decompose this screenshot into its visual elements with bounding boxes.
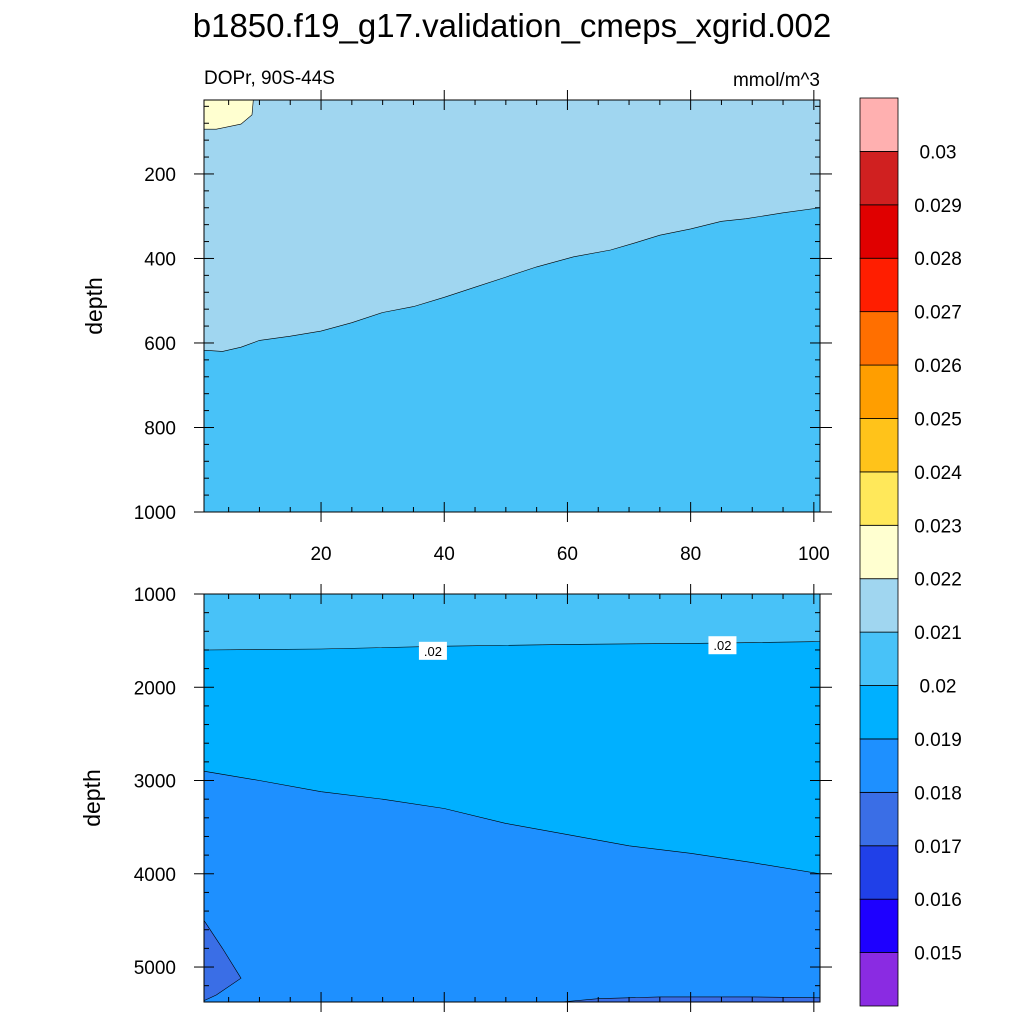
colorbar-label: 0.018 bbox=[914, 783, 962, 804]
contour-label-text: .02 bbox=[713, 638, 731, 653]
lower-ticks: 1000 2000 3000 4000 5000 bbox=[134, 584, 832, 1012]
upper-panel: DOPr, 90S-44S mmol/m^3 depth 20 40 60 80 100… bbox=[81, 68, 832, 565]
lower-y-axis-label: depth bbox=[79, 769, 105, 827]
colorbar-swatch bbox=[859, 204, 899, 259]
colorbar-label: 0.025 bbox=[914, 409, 962, 430]
contour-label-box bbox=[708, 636, 737, 655]
colorbar-swatch bbox=[859, 578, 899, 633]
upper-ytick-label: 200 bbox=[144, 165, 176, 186]
colorbar-label: 0.03 bbox=[920, 142, 957, 163]
colorbar-swatch bbox=[859, 151, 899, 206]
lower-panel: depth 1000 2000 3000 4000 5000 .02 .02 bbox=[79, 584, 832, 1012]
colorbar-swatch bbox=[859, 738, 899, 793]
colorbar-label: 0.022 bbox=[914, 570, 962, 591]
upper-region-1 bbox=[203, 99, 821, 352]
upper-xtick-label: 20 bbox=[310, 544, 331, 565]
upper-plot-frame bbox=[203, 99, 821, 513]
lower-regions bbox=[203, 593, 821, 1003]
contour-label-text: .02 bbox=[424, 644, 442, 659]
colorbar-swatch bbox=[859, 97, 899, 152]
colorbar-swatch bbox=[859, 952, 899, 1007]
colorbar-label: 0.028 bbox=[914, 249, 962, 270]
colorbar-swatch bbox=[859, 631, 899, 686]
colorbar-label: 0.017 bbox=[914, 837, 962, 858]
upper-right-label: mmol/m^3 bbox=[733, 70, 820, 91]
upper-ytick-label: 400 bbox=[144, 249, 176, 270]
colorbar-swatch bbox=[859, 364, 899, 419]
colorbar: 0.015 0.016 0.017 0.018 0.019 0.02 0.021 0.022 0… bbox=[859, 97, 962, 1007]
upper-xtick-label: 100 bbox=[798, 544, 830, 565]
upper-ytick-label: 1000 bbox=[134, 503, 176, 524]
colorbar-label: 0.015 bbox=[914, 944, 962, 965]
upper-xtick-label: 60 bbox=[557, 544, 578, 565]
lower-contour-labels: .02 .02 bbox=[418, 636, 737, 660]
upper-ytick-label: 800 bbox=[144, 418, 176, 439]
lower-ytick-label: 4000 bbox=[134, 865, 176, 886]
colorbar-swatch bbox=[859, 471, 899, 526]
colorbar-swatch bbox=[859, 524, 899, 580]
contour-label: .02 bbox=[418, 641, 447, 660]
lower-ytick-label: 3000 bbox=[134, 772, 176, 793]
colorbar-swatch bbox=[859, 845, 899, 900]
colorbar-swatch bbox=[859, 685, 899, 740]
chart-title: b1850.f19_g17.validation_cmeps_xgrid.002 bbox=[193, 7, 831, 44]
colorbar-label: 0.026 bbox=[914, 356, 962, 377]
upper-xtick-label: 40 bbox=[434, 544, 455, 565]
lower-plot-frame bbox=[203, 593, 821, 1003]
colorbar-label: 0.016 bbox=[914, 890, 962, 911]
upper-xtick-label: 80 bbox=[680, 544, 701, 565]
lower-region-1 bbox=[203, 593, 821, 875]
colorbar-label: 0.021 bbox=[914, 623, 962, 644]
lower-ytick-label: 2000 bbox=[134, 678, 176, 699]
contour-label-box bbox=[418, 641, 447, 660]
colorbar-swatch bbox=[859, 418, 899, 473]
contour-label: .02 bbox=[708, 636, 737, 655]
colorbar-label: 0.019 bbox=[914, 730, 962, 751]
lower-ytick-label: 1000 bbox=[134, 585, 176, 606]
colorbar-swatch bbox=[859, 898, 899, 953]
upper-regions bbox=[203, 99, 821, 513]
colorbar-label: 0.027 bbox=[914, 303, 962, 324]
colorbar-label: 0.023 bbox=[914, 516, 962, 537]
lower-ytick-label: 5000 bbox=[134, 958, 176, 979]
upper-left-label: DOPr, 90S-44S bbox=[204, 68, 335, 89]
colorbar-label: 0.02 bbox=[920, 677, 957, 698]
colorbar-swatch bbox=[859, 791, 899, 847]
colorbar-swatch bbox=[859, 311, 899, 366]
colorbar-label: 0.029 bbox=[914, 196, 962, 217]
colorbar-swatch bbox=[859, 257, 899, 313]
upper-y-axis-label: depth bbox=[81, 277, 107, 335]
upper-ytick-label: 600 bbox=[144, 334, 176, 355]
colorbar-label: 0.024 bbox=[914, 463, 962, 484]
